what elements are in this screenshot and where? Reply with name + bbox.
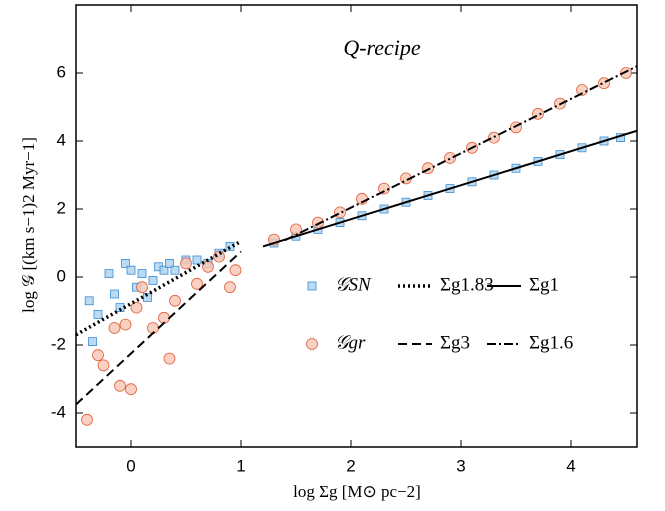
- point: [137, 269, 147, 279]
- point: [143, 292, 152, 302]
- point: [169, 294, 181, 307]
- point: [229, 264, 242, 277]
- point: [114, 379, 126, 392]
- point: [444, 152, 456, 164]
- point: [108, 322, 121, 334]
- point: [126, 265, 136, 275]
- point: [121, 258, 130, 268]
- y-tick-label: 0: [57, 266, 66, 285]
- x-tick-label: 2: [346, 456, 355, 475]
- point: [191, 277, 203, 290]
- point: [104, 269, 114, 279]
- point: [81, 413, 93, 426]
- x-tick-label: 3: [456, 456, 465, 475]
- y-tick-label: 4: [57, 130, 66, 149]
- legend-label: Σg1: [529, 274, 559, 295]
- point: [163, 352, 176, 365]
- point: [148, 275, 158, 285]
- point: [88, 337, 97, 347]
- point: [290, 223, 302, 236]
- point: [488, 131, 500, 144]
- legend-label: 𝒢SN: [335, 274, 372, 295]
- y-tick-label: 2: [57, 198, 66, 217]
- x-tick-label: 1: [236, 456, 245, 475]
- point: [93, 309, 103, 319]
- point: [192, 255, 202, 265]
- fit-line: [284, 65, 638, 242]
- point: [97, 359, 110, 372]
- x-axis-label: log Σg [M⊙ pc−2]: [293, 482, 421, 501]
- chart-title: Q-recipe: [343, 35, 421, 60]
- y-tick-label: -4: [51, 402, 66, 421]
- point: [130, 301, 143, 314]
- point: [136, 281, 148, 294]
- point: [125, 383, 137, 396]
- x-tick-label: 4: [566, 456, 575, 475]
- y-tick-label: 6: [57, 62, 66, 81]
- point: [170, 265, 180, 275]
- point: [334, 206, 346, 219]
- y-tick-label: -2: [51, 334, 66, 353]
- legend-marker: [307, 281, 317, 291]
- point: [110, 289, 119, 299]
- point: [312, 216, 324, 229]
- legend-marker: [306, 338, 318, 350]
- legend-label: 𝒢gr: [335, 332, 366, 353]
- legend-label: Σg1.6: [529, 332, 573, 353]
- point: [598, 77, 610, 90]
- point: [119, 318, 132, 331]
- fit-line: [75, 250, 242, 406]
- legend-label: Σg3: [440, 332, 470, 353]
- point: [180, 257, 192, 270]
- point: [576, 84, 588, 96]
- point: [224, 281, 236, 294]
- point: [159, 265, 169, 275]
- point: [620, 67, 632, 79]
- y-axis-label: log 𝒢 [(km s−1)2 Myr−1]: [19, 137, 38, 313]
- legend-label: Σg1.83: [440, 274, 494, 295]
- point: [84, 296, 94, 306]
- fit-line: [262, 129, 638, 248]
- x-tick-label: 0: [126, 456, 135, 475]
- fit-line: [75, 239, 242, 337]
- point: [165, 258, 174, 268]
- point: [378, 182, 390, 195]
- point: [213, 250, 225, 263]
- plot-frame: [75, 4, 638, 448]
- point: [92, 349, 104, 362]
